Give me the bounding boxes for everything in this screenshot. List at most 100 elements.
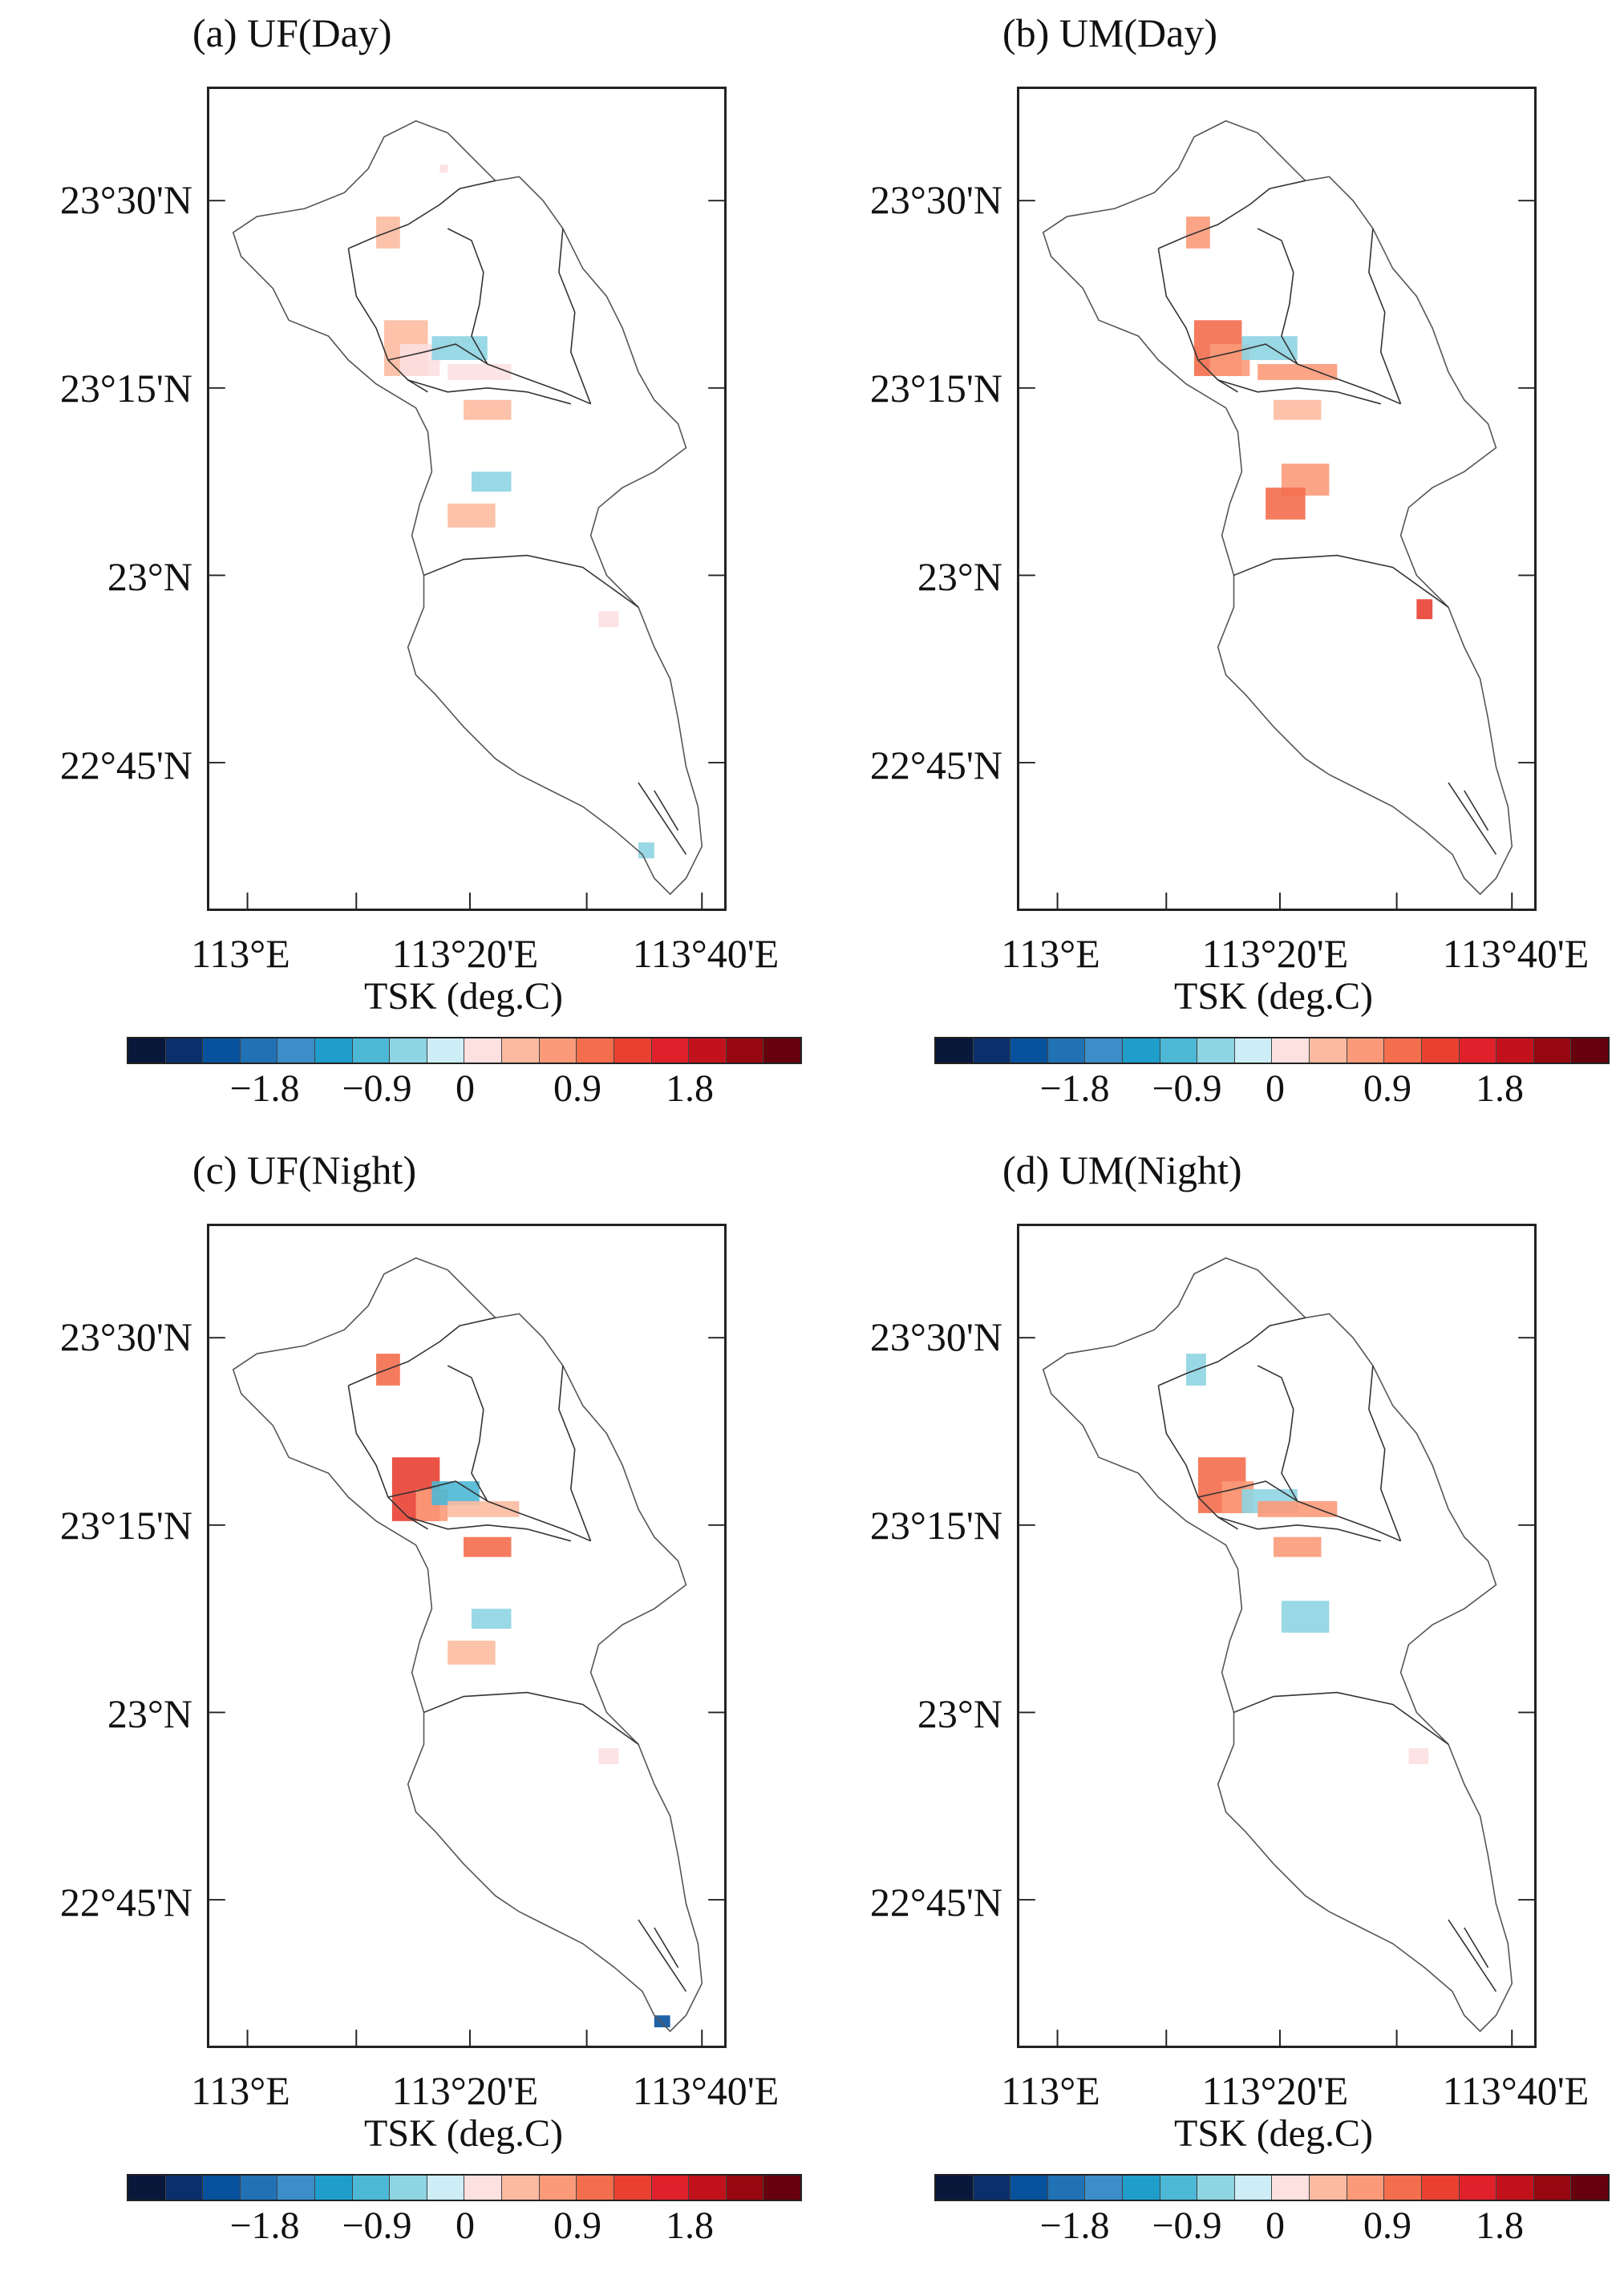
colorbar-swatch <box>1085 1038 1124 1063</box>
colorbar-swatch <box>1459 2176 1497 2200</box>
coastline-boundary <box>1042 119 1513 896</box>
colorbar-tick: 0 <box>456 2204 475 2247</box>
district-boundary <box>447 1365 591 1542</box>
colorbar-swatch <box>1123 1038 1160 1063</box>
colorbar-swatch <box>614 2176 652 2200</box>
colorbar-swatch <box>577 1038 614 1063</box>
district-boundary <box>638 782 687 855</box>
lon-label: 113°40'E <box>1442 2068 1590 2113</box>
lat-label: 22°45'N <box>869 743 1002 787</box>
colorbar-swatch <box>240 1038 278 1063</box>
colorbar-swatch <box>1496 2176 1534 2200</box>
colorbar-tick: −1.8 <box>229 1067 300 1110</box>
lon-label: 113°40'E <box>632 2068 780 2113</box>
lat-label: 23°15'N <box>869 366 1002 411</box>
colorbar-swatch <box>203 1038 241 1063</box>
tsk-anomaly-patch <box>448 1500 520 1517</box>
colorbar-title: TSK (deg.C) <box>364 2112 563 2155</box>
district-boundary <box>558 228 592 404</box>
colorbar-tick: 0.9 <box>553 1067 601 1110</box>
colorbar-swatch <box>315 1038 353 1063</box>
colorbar-title: TSK (deg.C) <box>364 975 563 1018</box>
lat-label: 23°N <box>917 554 1002 599</box>
lat-label: 23°15'N <box>869 1503 1002 1548</box>
colorbar-tick: −1.8 <box>229 2204 300 2247</box>
map-svg <box>209 119 724 909</box>
colorbar-swatch <box>1160 2176 1198 2200</box>
district-boundary <box>1157 1385 1238 1530</box>
colorbar-swatch <box>689 2176 727 2200</box>
lon-label: 113°E <box>191 931 290 976</box>
district-boundary <box>387 1480 488 1502</box>
colorbar-swatch <box>1234 2176 1273 2200</box>
lon-label: 113°40'E <box>632 931 780 976</box>
district-boundary <box>387 343 488 365</box>
tsk-anomaly-patch <box>598 611 619 628</box>
tsk-anomaly-patch <box>439 164 448 173</box>
panel-title: (a) UF(Day) <box>192 10 392 55</box>
map-frame <box>207 1224 727 2048</box>
tsk-anomaly-patch <box>471 472 512 492</box>
colorbar-tick: 0 <box>1266 2204 1285 2247</box>
colorbar <box>127 1037 802 1064</box>
lon-label: 113°20'E <box>391 931 539 976</box>
tsk-anomaly-patch <box>638 842 654 859</box>
district-boundary <box>654 1927 679 1968</box>
colorbar-tick: 1.8 <box>666 1067 714 1110</box>
district-boundary <box>558 1365 592 1541</box>
colorbar-swatch <box>315 2176 353 2200</box>
colorbar-swatch <box>1310 2176 1347 2200</box>
tsk-anomaly-patch <box>1257 1500 1338 1517</box>
colorbar-tick: −1.8 <box>1039 2204 1110 2247</box>
district-boundary <box>423 1691 639 1745</box>
colorbar-swatch <box>1533 2176 1572 2200</box>
coastline-boundary <box>1042 1257 1513 2033</box>
district-boundary <box>1197 343 1298 365</box>
colorbar-tick: −0.9 <box>342 1067 412 1110</box>
colorbar-swatch <box>614 1038 652 1063</box>
lat-label: 23°N <box>107 554 192 599</box>
lon-label: 113°20'E <box>1201 2068 1349 2113</box>
tsk-anomaly-patch <box>448 503 496 528</box>
tsk-anomaly-patch <box>448 363 512 380</box>
lat-label: 23°30'N <box>869 1314 1002 1359</box>
colorbar-swatch <box>1272 1038 1310 1063</box>
lon-label: 113°E <box>191 2068 290 2113</box>
lat-label: 22°45'N <box>59 1880 192 1925</box>
colorbar-swatch <box>936 1038 974 1063</box>
district-boundary <box>1257 1365 1401 1542</box>
district-boundary <box>1368 228 1402 404</box>
colorbar-swatch <box>502 1038 540 1063</box>
tsk-anomaly-patch <box>464 1536 512 1557</box>
colorbar-swatch <box>1047 2176 1086 2200</box>
district-boundary <box>347 248 428 393</box>
colorbar-swatch <box>1160 1038 1198 1063</box>
colorbar-swatch <box>1010 2176 1048 2200</box>
colorbar-swatch <box>203 2176 241 2200</box>
district-boundary <box>407 1516 571 1542</box>
tsk-anomaly-patch <box>1274 399 1322 420</box>
colorbar-swatch <box>539 1038 577 1063</box>
colorbar-swatch <box>1384 1038 1422 1063</box>
lon-label: 113°40'E <box>1442 931 1590 976</box>
colorbar-swatch <box>1384 2176 1422 2200</box>
district-boundary <box>1448 782 1497 855</box>
district-boundary <box>1233 554 1449 608</box>
lat-label: 23°30'N <box>59 177 192 222</box>
district-boundary <box>1157 248 1238 393</box>
colorbar-swatch <box>539 2176 577 2200</box>
colorbar-swatch <box>165 1038 204 1063</box>
colorbar-swatch <box>651 1038 690 1063</box>
panel-b: (b) UM(Day) 23°30'N 23°15'N 23°N 22°45'N… <box>810 0 1612 1123</box>
colorbar-swatch <box>1421 1038 1460 1063</box>
colorbar-swatch <box>763 1038 800 1063</box>
colorbar-tick: 0.9 <box>1363 1067 1411 1110</box>
colorbar-swatch <box>1571 2176 1608 2200</box>
district-boundary <box>447 228 591 405</box>
tsk-anomaly-patch <box>1266 488 1306 520</box>
colorbar-swatch <box>1533 1038 1572 1063</box>
colorbar-tick: −0.9 <box>1152 2204 1222 2247</box>
district-boundary <box>423 554 639 608</box>
map-svg <box>1019 119 1534 909</box>
colorbar-swatch <box>390 2176 427 2200</box>
